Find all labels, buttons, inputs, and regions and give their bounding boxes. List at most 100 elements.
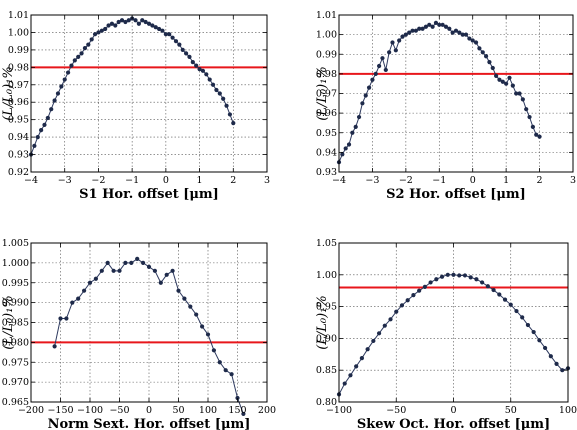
- data-point: [411, 293, 416, 298]
- chart-panel-2: −4 −3 −2 −1 0 1 2 3 0.93 0.94 0.95 0.96 0.97 0.98 0.99…: [315, 10, 576, 202]
- data-point: [164, 272, 169, 277]
- data-point: [508, 302, 513, 307]
- y-tick-label: 0.95: [316, 302, 337, 313]
- plot-frame: [30, 14, 268, 173]
- data-point: [485, 284, 490, 289]
- data-point: [70, 300, 75, 305]
- data-point: [413, 28, 418, 33]
- x-tick-label: 100: [559, 405, 577, 416]
- y-tick-label: 0.965: [2, 397, 29, 408]
- data-point: [211, 348, 216, 353]
- data-point: [157, 26, 162, 32]
- data-point: [173, 39, 179, 44]
- data-point: [510, 83, 515, 88]
- data-point: [188, 304, 193, 309]
- data-point: [170, 35, 175, 40]
- data-point: [531, 329, 536, 335]
- data-point: [52, 98, 57, 103]
- y-tick-label: 0.97: [316, 89, 337, 100]
- data-point: [400, 34, 405, 39]
- data-point: [470, 38, 475, 43]
- x-tick-label: 3: [264, 175, 270, 186]
- data-point: [105, 260, 110, 265]
- data-point: [180, 47, 185, 52]
- y-tick-label: 0.97: [8, 80, 29, 91]
- y-tick-label: 1.00: [8, 27, 29, 38]
- data-point: [468, 275, 473, 280]
- x-tick-label: 0: [450, 405, 456, 416]
- data-point: [451, 272, 456, 277]
- data-point: [342, 381, 347, 386]
- data-point: [480, 50, 485, 55]
- data-point: [194, 312, 199, 317]
- data-point: [376, 331, 382, 336]
- data-point: [146, 264, 152, 269]
- data-point: [241, 411, 246, 417]
- data-point: [350, 130, 355, 135]
- chart-panel-4: −100 −50 0 50 100 0.80 0.85 0.90 0.95 1.00 1.05 Ske…: [315, 238, 577, 430]
- x-tick-label: 100: [199, 405, 217, 416]
- x-tick-label: 0: [163, 175, 169, 186]
- data-point: [72, 58, 77, 63]
- data-point: [160, 28, 165, 33]
- x-tick-label: −1: [125, 175, 139, 186]
- data-point: [440, 22, 445, 27]
- data-point: [480, 280, 485, 285]
- data-point: [200, 68, 206, 73]
- data-point: [462, 273, 468, 278]
- data-point: [520, 315, 525, 320]
- data-point: [194, 63, 199, 68]
- data-point: [207, 77, 212, 82]
- data-point: [494, 73, 499, 78]
- y-tick-label: 0.980: [2, 337, 29, 348]
- data-point: [62, 77, 67, 82]
- data-point: [356, 114, 362, 120]
- data-point: [227, 112, 233, 117]
- y-tick-label: 0.94: [316, 147, 337, 158]
- y-tick-label: 1.01: [316, 10, 337, 21]
- x-tick-label: −3: [365, 175, 379, 186]
- y-axis-label: (L/L₀)₁%: [315, 295, 330, 350]
- y-axis-label: (L/L₀)₁%: [315, 66, 330, 121]
- data-point: [453, 28, 459, 33]
- data-point: [197, 66, 202, 72]
- data-point: [141, 260, 146, 265]
- data-point: [527, 114, 532, 120]
- data-point: [500, 79, 505, 84]
- data-point: [116, 19, 121, 25]
- data-point: [366, 85, 372, 90]
- y-tick-label: 0.95: [316, 128, 337, 139]
- y-tick-label: 0.93: [8, 150, 29, 161]
- data-point: [450, 30, 455, 35]
- data-point: [45, 115, 50, 121]
- data-point: [382, 323, 387, 328]
- data-point: [229, 372, 234, 377]
- data-point: [420, 26, 425, 31]
- data-point: [417, 26, 422, 31]
- y-tick-label: 1.05: [316, 238, 337, 249]
- y-tick-label: 0.94: [8, 132, 29, 143]
- x-tick-label: −100: [326, 405, 352, 416]
- x-tick-label: 1: [197, 175, 203, 186]
- data-point: [35, 135, 40, 140]
- data-point: [153, 25, 158, 30]
- data-point: [86, 42, 91, 47]
- data-point: [150, 23, 155, 28]
- data-point: [457, 30, 462, 35]
- data-point: [473, 40, 479, 45]
- y-tick-label: 0.995: [2, 278, 29, 289]
- data-point: [123, 19, 128, 25]
- data-point: [443, 24, 449, 29]
- data-point: [359, 356, 364, 361]
- data-point: [477, 46, 482, 51]
- x-tick-label: −100: [77, 405, 103, 416]
- data-point: [433, 20, 439, 25]
- data-point: [543, 345, 548, 351]
- data-point: [397, 38, 402, 43]
- data-point: [497, 292, 502, 297]
- data-point: [407, 30, 412, 35]
- data-point: [447, 26, 452, 31]
- data-point: [123, 260, 128, 265]
- data-point: [560, 368, 565, 373]
- y-tick-label: 0.96: [316, 108, 337, 119]
